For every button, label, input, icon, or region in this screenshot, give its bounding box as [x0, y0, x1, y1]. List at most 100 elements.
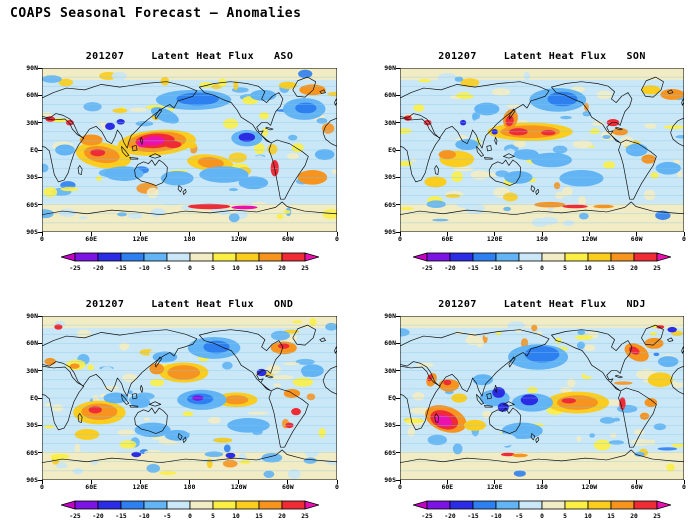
latitude-gridlines — [400, 77, 684, 223]
lon-tick — [446, 232, 448, 236]
colorbar-tick-label: -5 — [515, 513, 523, 520]
map-ndj — [400, 316, 684, 480]
colorbar-tick-label: -20 — [444, 265, 456, 272]
colorbar-segment — [189, 500, 213, 510]
lon-tick — [41, 232, 43, 236]
colorbar-tick-label: 0 — [188, 513, 192, 520]
arctic-band — [400, 316, 684, 328]
lon-label-0: 0 — [335, 235, 339, 243]
colorbar-arrow-high — [656, 252, 671, 262]
lon-tick — [399, 232, 401, 236]
panel-title-season: OND — [274, 299, 294, 310]
lon-tick — [41, 480, 43, 484]
colorbar-tick-label: -10 — [138, 265, 150, 272]
colorbar-arrow-low — [60, 252, 75, 262]
colorbar-segment — [189, 252, 213, 262]
lon-label-60w: 60W — [281, 235, 294, 243]
colorbar-segment — [258, 252, 282, 262]
colorbar-ndj: -25 -20 -15 -10 -5 0 5 10 15 20 25 — [413, 500, 671, 520]
lat-label-90s: 90S — [384, 228, 396, 236]
lat-label-90s: 90S — [26, 228, 38, 236]
panel-title-season: ASO — [274, 51, 294, 62]
colorbar-tick-label: -25 — [421, 513, 433, 520]
colorbar-tick-label: -15 — [467, 513, 479, 520]
map-layers — [400, 68, 684, 232]
lon-label-120w: 120W — [230, 235, 247, 243]
panel-title-date: 201207 — [85, 51, 125, 62]
lon-label-180: 180 — [536, 235, 548, 243]
colorbar-arrow-low — [413, 500, 428, 510]
lon-tick — [336, 232, 338, 236]
colorbar-segment — [495, 500, 520, 510]
lon-label-60w: 60W — [630, 235, 643, 243]
colorbar-tick-label: 25 — [301, 513, 309, 520]
colorbar-tick-label: -25 — [69, 513, 81, 520]
colorbar-segment — [426, 500, 451, 510]
lat-label-60n: 60N — [384, 91, 396, 100]
map-aso — [42, 68, 337, 232]
colorbar-tick-label: 15 — [255, 265, 263, 272]
colorbar-arrow-high — [656, 500, 671, 510]
colorbar-tick-label: 0 — [540, 513, 544, 520]
colorbar-segment — [610, 500, 635, 510]
antarctic-band — [400, 451, 684, 480]
lon-label-0: 0 — [682, 483, 686, 491]
colorbar-tick-label: 10 — [232, 513, 240, 520]
lat-label-30s: 30S — [26, 173, 38, 182]
latitude-gridlines — [42, 325, 337, 471]
lat-label-eq: EQ — [388, 394, 396, 402]
colorbar-segment — [97, 252, 121, 262]
lon-label-60e: 60E — [85, 235, 98, 243]
lat-label-60n: 60N — [26, 339, 38, 348]
lat-label-30n: 30N — [384, 366, 396, 375]
lat-label-90n: 90N — [384, 64, 396, 72]
lat-tick — [396, 122, 400, 124]
colorbar-segment — [541, 252, 566, 262]
antarctic-band — [400, 203, 684, 232]
panel-title-date: 201207 — [438, 51, 477, 62]
lon-tick — [90, 232, 92, 236]
colorbar-tick-label: 15 — [607, 513, 615, 520]
lat-label-60s: 60S — [26, 200, 38, 209]
lat-tick — [396, 342, 400, 344]
colorbar-ond: -25 -20 -15 -10 -5 0 5 10 15 20 25 — [60, 500, 319, 520]
lat-tick — [396, 67, 400, 69]
colorbar-segment — [97, 500, 121, 510]
colorbar-tick-label: 5 — [211, 513, 215, 520]
lon-label-0: 0 — [682, 235, 686, 243]
lon-tick — [494, 232, 496, 236]
coastlines — [42, 77, 337, 215]
lon-label-60w: 60W — [630, 483, 643, 491]
lat-tick — [38, 176, 42, 178]
lat-tick — [396, 204, 400, 206]
colorbar-segment — [610, 252, 635, 262]
lat-label-eq: EQ — [30, 146, 38, 154]
lon-label-0: 0 — [40, 235, 44, 243]
lon-label-60e: 60E — [441, 483, 454, 491]
colorbar-arrow-low — [413, 252, 428, 262]
colorbar-tick-label: -5 — [163, 513, 171, 520]
colorbar-segment — [633, 500, 658, 510]
colorbar-tick-label: -15 — [115, 513, 127, 520]
colorbar-tick-label: -25 — [421, 265, 433, 272]
panel-title: 201207 Latent Heat Flux NDJ — [400, 299, 684, 310]
colorbar-segment — [166, 252, 190, 262]
lat-tick — [396, 94, 400, 96]
lat-tick — [38, 452, 42, 454]
colorbar-segment — [564, 252, 589, 262]
map-ond — [42, 316, 337, 480]
arctic-band — [42, 68, 337, 80]
colorbar-tick-label: -10 — [138, 513, 150, 520]
lon-label-120e: 120E — [486, 483, 503, 491]
map-layers — [42, 316, 337, 480]
lat-label-30n: 30N — [26, 118, 38, 127]
colorbar-segment — [449, 500, 474, 510]
lat-label-eq: EQ — [388, 146, 396, 154]
lon-label-0: 0 — [398, 483, 402, 491]
colorbar-tick-label: 25 — [653, 513, 661, 520]
lat-label-eq: EQ — [30, 394, 38, 402]
panel-title-variable: Latent Heat Flux — [503, 51, 607, 62]
lat-label-30s: 30S — [26, 421, 38, 430]
colorbar-arrow-high — [304, 500, 319, 510]
